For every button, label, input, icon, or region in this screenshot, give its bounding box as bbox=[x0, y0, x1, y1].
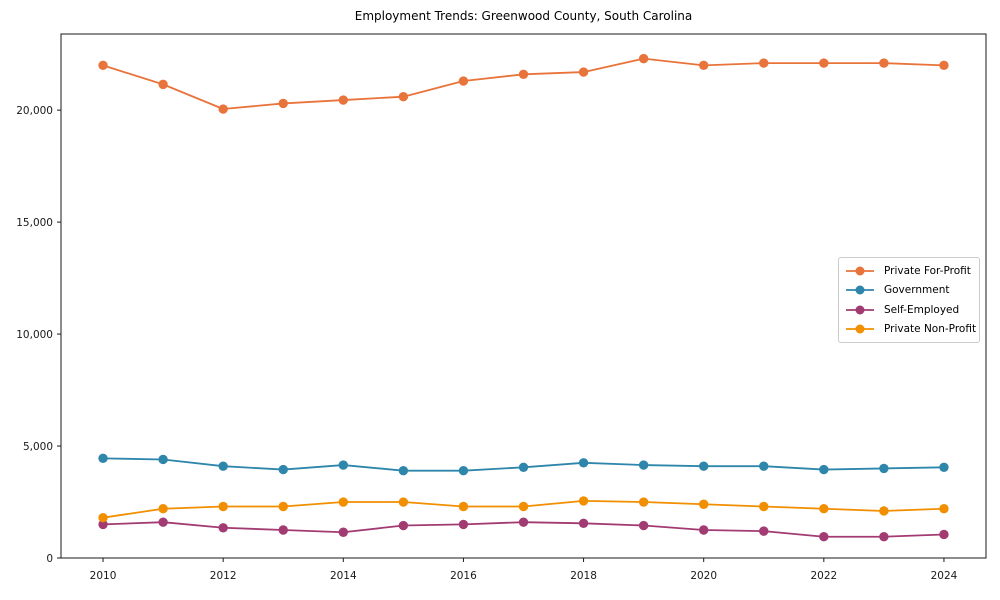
data-point-private-for-profit-2021 bbox=[759, 58, 769, 68]
data-point-self-employed-2013 bbox=[278, 525, 288, 535]
data-point-self-employed-2015 bbox=[398, 520, 409, 531]
data-point-private-for-profit-2011 bbox=[158, 79, 168, 90]
data-point-self-employed-2021 bbox=[759, 526, 769, 536]
data-point-self-employed-2020 bbox=[698, 525, 709, 535]
data-point-private-non-profit-2016 bbox=[458, 501, 469, 512]
data-point-government-2010 bbox=[98, 453, 108, 464]
data-point-government-2015 bbox=[398, 465, 409, 476]
data-point-self-employed-2018 bbox=[578, 518, 589, 528]
data-point-private-non-profit-2017 bbox=[518, 501, 529, 512]
x-tick-label: 2014 bbox=[330, 570, 357, 582]
line-marker-icon bbox=[846, 285, 874, 295]
data-point-government-2012 bbox=[218, 461, 228, 471]
x-tick-label: 2024 bbox=[931, 570, 958, 582]
data-point-private-for-profit-2012 bbox=[218, 104, 228, 114]
data-point-government-2024 bbox=[939, 462, 949, 473]
legend-entry-self-employed: Self-Employed bbox=[845, 300, 973, 319]
data-point-government-2018 bbox=[578, 458, 589, 468]
data-point-private-for-profit-2016 bbox=[458, 76, 469, 86]
data-point-government-2016 bbox=[458, 465, 469, 476]
data-point-government-2014 bbox=[338, 460, 349, 470]
legend-entry-government: Government bbox=[845, 281, 973, 300]
data-point-private-for-profit-2017 bbox=[518, 69, 529, 80]
legend-entry-private-for-profit: Private For-Profit bbox=[845, 261, 973, 280]
data-point-private-non-profit-2021 bbox=[759, 501, 769, 512]
y-tick-label: 10,000 bbox=[16, 329, 53, 341]
y-tick-label: 20,000 bbox=[16, 105, 53, 117]
data-point-government-2022 bbox=[819, 464, 829, 475]
data-point-self-employed-2024 bbox=[939, 529, 949, 540]
data-point-private-for-profit-2023 bbox=[879, 58, 889, 68]
data-point-private-for-profit-2024 bbox=[939, 60, 949, 71]
data-point-private-non-profit-2012 bbox=[218, 501, 228, 512]
chart-title: Employment Trends: Greenwood County, Sou… bbox=[354, 9, 693, 23]
series-private-for-profit bbox=[98, 53, 949, 114]
line-marker-icon bbox=[846, 324, 874, 334]
data-point-private-for-profit-2014 bbox=[338, 95, 349, 105]
data-point-self-employed-2016 bbox=[458, 519, 469, 530]
line-marker-icon bbox=[846, 266, 874, 276]
x-tick-label: 2016 bbox=[450, 570, 477, 582]
data-point-self-employed-2019 bbox=[638, 520, 649, 531]
x-tick-label: 2018 bbox=[570, 570, 597, 582]
legend-entry-private-non-profit: Private Non-Profit bbox=[845, 320, 977, 339]
data-point-private-non-profit-2015 bbox=[398, 497, 409, 507]
data-point-government-2013 bbox=[278, 464, 288, 475]
data-point-private-non-profit-2011 bbox=[158, 504, 168, 514]
x-tick-label: 2012 bbox=[210, 570, 237, 582]
series-line-private-for-profit bbox=[102, 57, 944, 110]
data-point-private-for-profit-2020 bbox=[698, 60, 709, 71]
data-point-self-employed-2012 bbox=[218, 523, 228, 533]
data-point-government-2020 bbox=[698, 461, 709, 471]
data-point-private-for-profit-2010 bbox=[98, 60, 108, 71]
data-point-private-for-profit-2022 bbox=[819, 58, 829, 68]
legend-label: Self-Employed bbox=[884, 303, 960, 316]
legend: Private For-Profit Government Self-Emplo… bbox=[838, 257, 980, 343]
data-point-private-for-profit-2015 bbox=[398, 92, 409, 102]
data-point-self-employed-2010 bbox=[98, 519, 108, 530]
axes-frame bbox=[60, 33, 987, 559]
y-tick-label: 5,000 bbox=[23, 441, 53, 453]
data-point-private-for-profit-2018 bbox=[578, 67, 589, 77]
line-marker-icon bbox=[846, 305, 874, 315]
data-point-self-employed-2014 bbox=[338, 527, 349, 537]
x-tick-label: 2020 bbox=[690, 570, 717, 582]
data-point-private-non-profit-2013 bbox=[278, 501, 288, 512]
data-point-private-non-profit-2020 bbox=[698, 499, 709, 509]
data-point-self-employed-2022 bbox=[819, 532, 829, 542]
data-point-private-non-profit-2024 bbox=[939, 504, 949, 514]
x-tick-label: 2022 bbox=[810, 570, 837, 582]
data-point-private-non-profit-2022 bbox=[819, 504, 829, 514]
data-point-private-for-profit-2019 bbox=[638, 53, 649, 64]
data-point-self-employed-2011 bbox=[158, 517, 168, 527]
data-point-private-non-profit-2010 bbox=[98, 512, 108, 523]
y-tick-label: 15,000 bbox=[16, 217, 53, 229]
data-point-private-for-profit-2013 bbox=[278, 98, 288, 109]
y-tick-label: 0 bbox=[46, 553, 53, 565]
legend-label: Private For-Profit bbox=[884, 264, 971, 277]
data-point-government-2011 bbox=[158, 454, 168, 465]
data-point-private-non-profit-2014 bbox=[338, 497, 349, 507]
series-private-non-profit bbox=[98, 496, 949, 523]
legend-label: Private Non-Profit bbox=[884, 323, 977, 336]
data-point-government-2017 bbox=[518, 462, 529, 473]
data-point-government-2023 bbox=[879, 463, 889, 474]
legend-label: Government bbox=[884, 284, 950, 297]
data-point-self-employed-2023 bbox=[879, 532, 889, 542]
data-point-private-non-profit-2018 bbox=[578, 496, 589, 506]
data-point-government-2019 bbox=[638, 460, 649, 470]
data-point-self-employed-2017 bbox=[518, 517, 529, 527]
series-self-employed bbox=[98, 517, 949, 542]
x-tick-label: 2010 bbox=[90, 570, 117, 582]
series-government bbox=[98, 453, 949, 476]
data-point-government-2021 bbox=[759, 461, 769, 471]
data-point-private-non-profit-2019 bbox=[638, 497, 649, 507]
data-point-private-non-profit-2023 bbox=[879, 506, 889, 516]
